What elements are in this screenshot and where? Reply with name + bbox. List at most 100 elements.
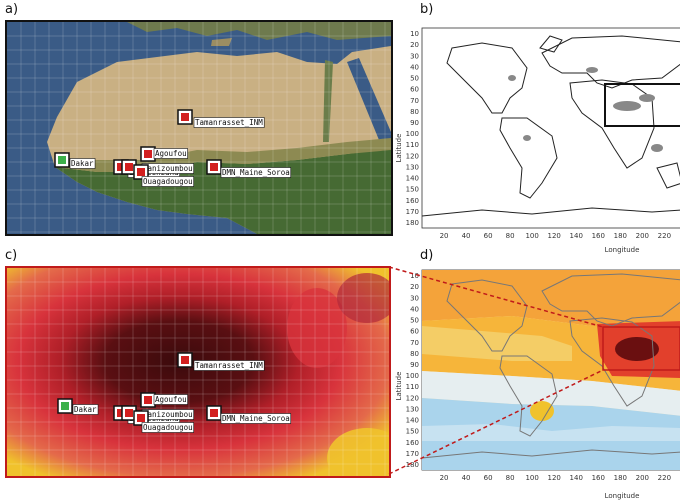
station-dot — [144, 150, 152, 158]
aod-zoom-panel: Tamanrasset_INMDakarAgoufouIER_CinzanaBa… — [5, 266, 391, 478]
latitude-tick: 40 — [410, 63, 419, 71]
latitude-tick: 10 — [410, 30, 419, 38]
station-marker[interactable]: DMN_Maine_Soroa — [206, 159, 292, 178]
aod-low-southeast — [327, 428, 389, 476]
latitude-tick: 30 — [410, 52, 419, 60]
station-label: DMN_Maine_Soroa — [222, 168, 290, 177]
station-markers: Tamanrasset_INMDakarAgoufouIER_CinzanaBa… — [54, 109, 292, 187]
red-sea — [347, 58, 391, 152]
longitude-tick: 180 — [614, 232, 627, 240]
satellite-map-panel: Tamanrasset_INMDakarAgoufouIER_CinzanaBa… — [5, 20, 393, 236]
station-label: Banizoumbou — [143, 164, 193, 173]
latitude-tick: 160 — [406, 197, 419, 205]
station-label-bg — [153, 148, 188, 159]
station-marker[interactable]: Ouagadougou — [133, 410, 194, 433]
latitude-tick: 50 — [410, 317, 419, 325]
europe-landmass — [127, 22, 391, 40]
longitude-tick: 120 — [548, 232, 561, 240]
aod-lobe-east — [287, 288, 347, 368]
latitude-tick: 100 — [406, 372, 419, 380]
latitude-tick: 110 — [406, 383, 419, 391]
region-box — [604, 83, 680, 127]
latitude-tick: 90 — [410, 119, 419, 127]
latitude-tick: 180 — [406, 219, 419, 227]
longitude-tick: 140 — [570, 232, 583, 240]
latitude-tick: 170 — [406, 450, 419, 458]
panel-label-b: b) — [420, 2, 434, 17]
region-box-d — [602, 326, 680, 371]
station-marker[interactable]: Dakar — [54, 152, 96, 169]
station-marker[interactable]: Agoufou — [140, 392, 188, 408]
station-marker[interactable]: Dakar — [57, 398, 99, 415]
latitude-tick: 110 — [406, 141, 419, 149]
latitude-tick: 170 — [406, 208, 419, 216]
grid-overlay — [7, 268, 389, 476]
aod-zoom-svg: Tamanrasset_INMDakarAgoufouIER_CinzanaBa… — [7, 268, 389, 476]
latitude-tick: 70 — [410, 97, 419, 105]
latitude-tick: 160 — [406, 439, 419, 447]
world-map-svg: Latitude Longitude 10 20 30 40 50 60 70 80 90 100… — [395, 27, 680, 254]
station-dot — [117, 409, 125, 417]
latitude-tick: 90 — [410, 361, 419, 369]
station-marker[interactable]: Tamanrasset_INM — [177, 352, 265, 371]
station-marker[interactable]: Agoufou — [140, 146, 188, 162]
longitude-tick: 80 — [506, 232, 515, 240]
latitude-tick: 60 — [410, 328, 419, 336]
longitude-tick: 80 — [506, 474, 515, 482]
longitude-tick: 220 — [658, 474, 671, 482]
satellite-map-svg: Tamanrasset_INMDakarAgoufouIER_CinzanaBa… — [7, 22, 391, 234]
station-marker[interactable]: DMN_Maine_Soroa — [206, 405, 292, 424]
longitude-tick: 200 — [636, 474, 649, 482]
aerosol-spots — [508, 67, 663, 152]
aod-lobe-northeast — [337, 273, 389, 323]
longitude-tick: 180 — [614, 474, 627, 482]
latitude-tick: 100 — [406, 130, 419, 138]
station-dot — [125, 409, 133, 417]
station-label: Ouagadougou — [143, 423, 193, 432]
longitude-tick: 60 — [484, 232, 493, 240]
station-label-bg — [193, 360, 265, 371]
station-label-bg — [141, 422, 194, 433]
longitude-tick: 120 — [548, 474, 561, 482]
station-dot — [137, 168, 145, 176]
global-aod-panel: Latitude Longitude 10 20 30 40 50 60 70 80 90 100… — [392, 266, 680, 500]
station-label: Dakar — [71, 159, 94, 168]
longitude-tick-labels-d: 20 40 60 80 100 120 140 160 180 200 220 — [440, 474, 671, 482]
coastlines — [421, 35, 680, 217]
station-label-bg — [220, 167, 292, 178]
station-label-bg — [69, 158, 96, 169]
panel-label-c: c) — [5, 248, 18, 263]
station-label: Agoufou — [155, 149, 187, 158]
station-label: Banizoumbou — [143, 410, 193, 419]
latitude-tick: 150 — [406, 428, 419, 436]
x-axis-label: Longitude — [605, 246, 640, 254]
station-markers: Tamanrasset_INMDakarAgoufouIER_CinzanaBa… — [57, 352, 292, 433]
station-label: DMN_Maine_Soroa — [222, 414, 290, 423]
world-map-panel: Latitude Longitude 10 20 30 40 50 60 70 80 90 100… — [392, 18, 680, 256]
station-dot — [210, 163, 218, 171]
station-label-bg — [153, 394, 188, 405]
station-label-bg — [220, 413, 292, 424]
plot-frame — [421, 27, 680, 229]
global-aod-svg: Latitude Longitude 10 20 30 40 50 60 70 80 90 100… — [395, 269, 680, 500]
sahel-transition — [55, 138, 391, 172]
vegetation-belt — [55, 148, 391, 234]
x-axis-label-d: Longitude — [605, 492, 640, 500]
station-label-bg — [141, 176, 194, 187]
island — [211, 38, 232, 46]
longitude-tick: 20 — [440, 232, 449, 240]
latitude-tick: 140 — [406, 417, 419, 425]
longitude-tick: 100 — [525, 232, 538, 240]
station-marker[interactable]: Tamanrasset_INM — [177, 109, 265, 128]
station-dot — [181, 113, 189, 121]
latitude-tick: 150 — [406, 186, 419, 194]
longitude-tick: 40 — [462, 474, 471, 482]
station-marker[interactable]: Banizoumbou — [121, 159, 194, 175]
panel-label-a: a) — [5, 2, 19, 17]
latitude-tick: 10 — [410, 272, 419, 280]
station-dot — [61, 402, 69, 410]
station-marker[interactable]: Ouagadougou — [133, 164, 194, 187]
station-label: Agoufou — [155, 395, 187, 404]
longitude-tick: 160 — [592, 232, 605, 240]
latitude-tick: 20 — [410, 283, 419, 291]
